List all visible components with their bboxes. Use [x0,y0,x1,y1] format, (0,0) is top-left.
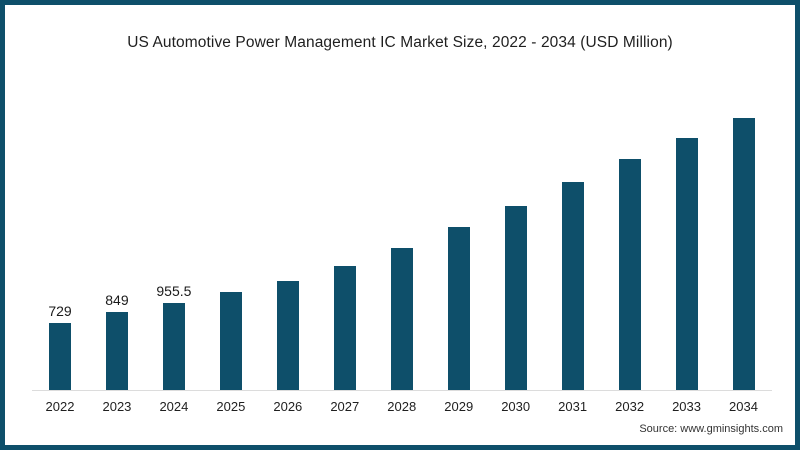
x-tick-label-2034: 2034 [729,399,758,414]
chart-title: US Automotive Power Management IC Market… [127,34,673,51]
x-axis-line [32,390,772,391]
x-tick-label-2031: 2031 [558,399,588,414]
bar-2030 [504,206,527,390]
bar-2023 [105,312,128,390]
data-label-2023: 849 [105,292,129,308]
bar-2024 [162,303,185,390]
x-tick-label-2033: 2033 [672,399,701,414]
source-text: Source: www.gminsights.com [639,423,783,435]
x-tick-label-2025: 2025 [216,399,246,414]
x-tick-label-2022: 2022 [45,399,75,414]
x-tick-label-2027: 2027 [330,399,360,414]
x-tick-label-2029: 2029 [444,399,474,414]
bar-2032 [618,159,641,390]
bar-2026 [276,281,299,390]
bar-2034 [732,118,755,390]
x-tick-label-2032: 2032 [615,399,645,414]
data-label-2024: 955.5 [156,283,192,299]
bar-2022 [49,323,71,390]
x-tick-label-2024: 2024 [159,399,189,414]
x-tick-label-2026: 2026 [273,399,303,414]
bar-2031 [561,182,584,390]
data-label-2022: 729 [48,303,72,319]
x-tick-label-2023: 2023 [102,399,132,414]
x-tick-label-2028: 2028 [387,399,417,414]
bar-2028 [390,248,413,390]
bar-2029 [447,227,470,390]
bar-2033 [675,138,698,390]
x-tick-label-2030: 2030 [501,399,531,414]
bar-2027 [333,266,356,390]
bar-2025 [219,292,242,390]
plot-area: 729 2022 849 2023 955.5 2024 2025 2026 2027 2028 2… [5,5,795,445]
